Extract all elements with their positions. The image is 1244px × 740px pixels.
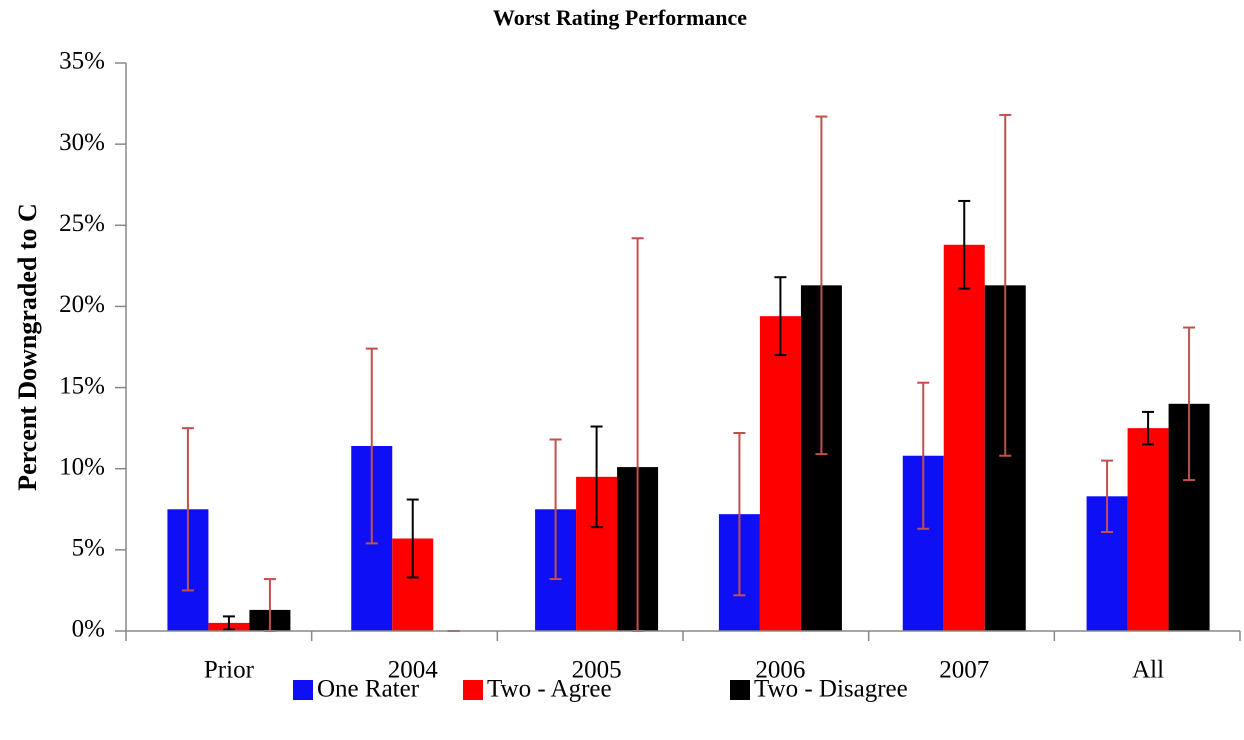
x-tick-label: 2007: [939, 657, 989, 684]
y-tick-label: 25%: [59, 210, 105, 237]
x-tick-label: 2004: [388, 657, 439, 684]
error-bar: [733, 432, 746, 597]
legend-label: Two - Disagree: [754, 676, 908, 703]
error-bar: [774, 276, 787, 357]
error-bar: [181, 427, 194, 592]
error-bar: [1142, 410, 1155, 446]
legend-swatch: [463, 680, 483, 700]
y-tick-label: 10%: [59, 453, 105, 480]
y-tick-label: 20%: [59, 291, 105, 318]
legend-swatch: [730, 680, 750, 700]
y-tick-label: 5%: [72, 535, 105, 562]
y-tick-label: 15%: [59, 372, 105, 399]
y-axis-label: Percent Downgraded to C: [13, 203, 42, 491]
x-tick-label: All: [1132, 657, 1164, 684]
x-tick-label: 2006: [755, 657, 805, 684]
error-bar: [365, 347, 378, 545]
error-bar: [406, 498, 419, 579]
error-bar: [917, 381, 930, 530]
error-bar: [815, 115, 828, 456]
error-bar: [999, 113, 1012, 457]
error-bar: [222, 615, 235, 631]
legend-label: One Rater: [317, 676, 420, 703]
y-tick-label: 30%: [59, 129, 105, 156]
y-tick-label: 0%: [72, 616, 105, 643]
legend-label: Two - Agree: [487, 676, 612, 703]
bar: [1127, 428, 1169, 631]
bar: [759, 316, 801, 631]
error-bar: [1101, 459, 1114, 534]
error-bar: [590, 425, 603, 529]
error-bar: [549, 438, 562, 581]
error-bar: [1183, 326, 1196, 482]
chart-title: Worst Rating Performance: [493, 5, 747, 30]
error-bar: [958, 199, 971, 290]
x-tick-label: Prior: [204, 657, 255, 684]
legend-swatch: [293, 680, 313, 700]
x-tick-label: 2005: [572, 657, 622, 684]
y-tick-label: 35%: [59, 48, 105, 75]
bar: [943, 244, 985, 631]
